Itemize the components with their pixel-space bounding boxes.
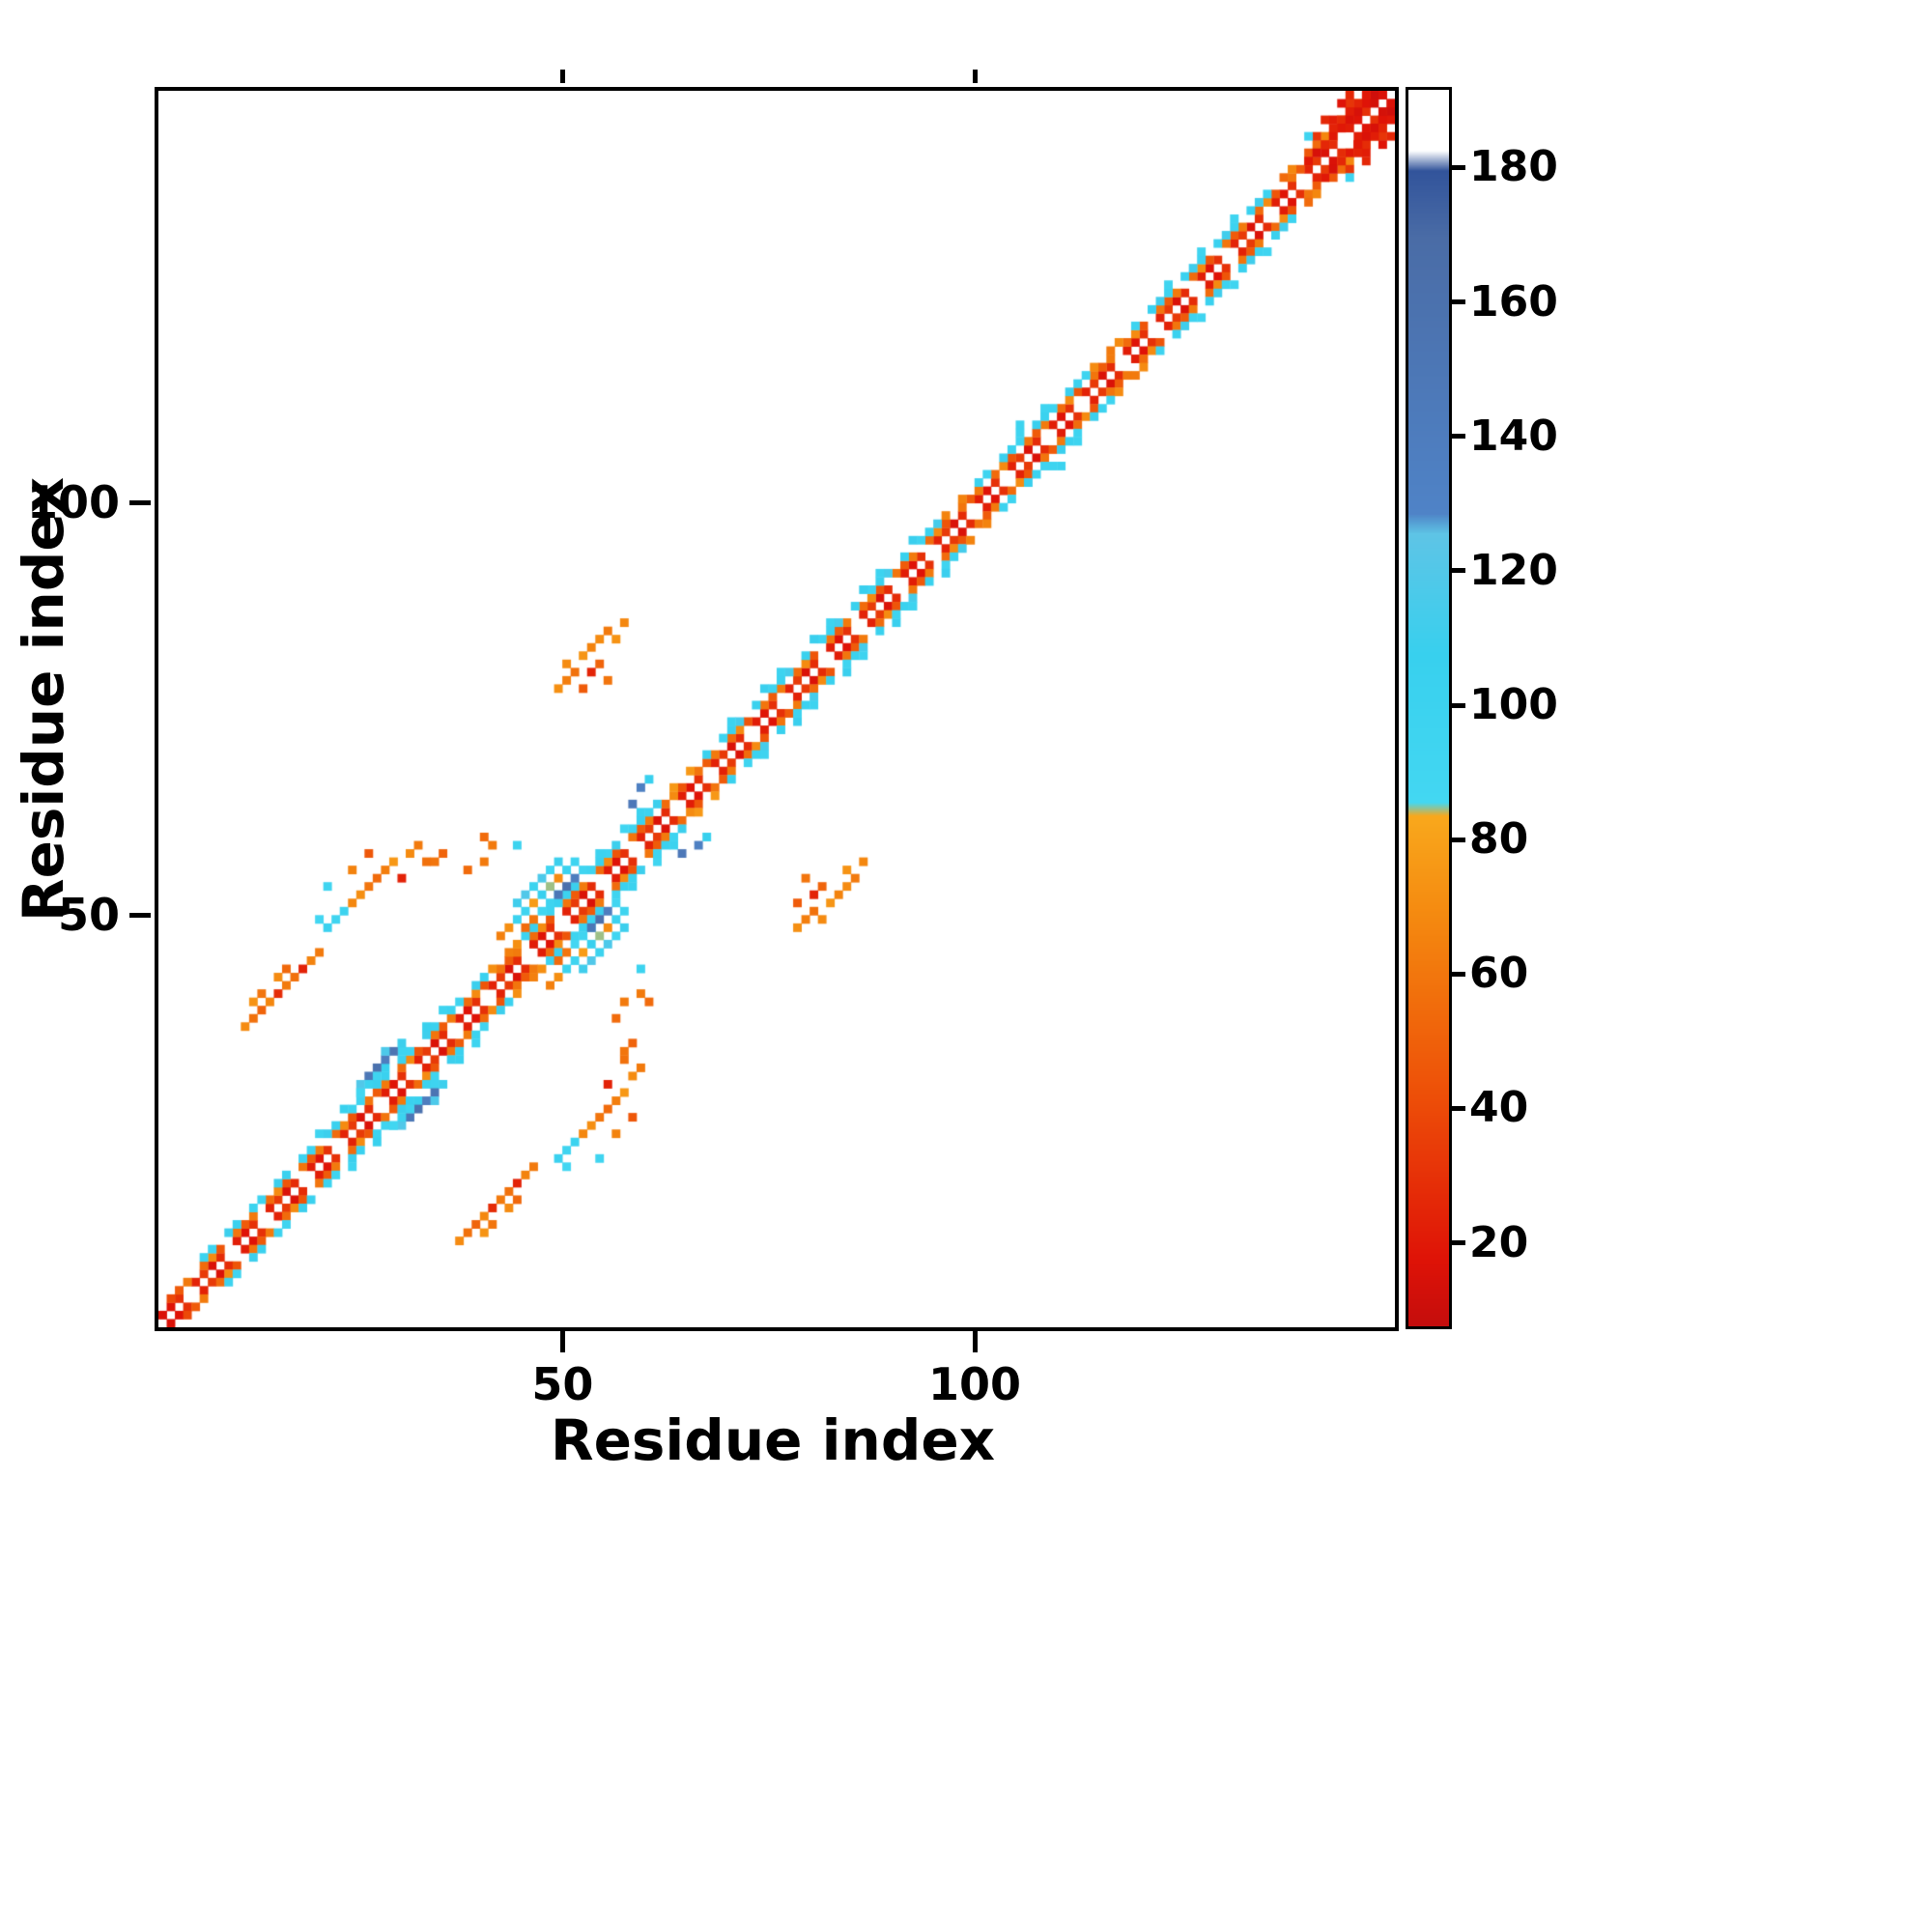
colorbar-tick (1452, 434, 1465, 440)
colorbar-tick-label: 80 (1469, 814, 1529, 865)
y-tick (129, 913, 151, 919)
colorbar-tick (1452, 1105, 1465, 1111)
x-tick-top (972, 70, 978, 83)
colorbar-tick (1452, 971, 1465, 977)
colorbar-tick-label: 100 (1469, 680, 1558, 729)
colorbar-tick (1452, 702, 1465, 708)
colorbar-tick (1452, 164, 1465, 170)
colorbar-tick-label: 140 (1469, 411, 1558, 461)
colorbar-tick (1452, 1240, 1465, 1246)
x-tick-top (559, 70, 565, 83)
colorbar-tick-label: 40 (1469, 1083, 1529, 1133)
colorbar-tick-label: 180 (1469, 142, 1558, 192)
y-tick (129, 500, 151, 506)
colorbar-tick (1452, 568, 1465, 574)
x-tick (972, 1331, 978, 1352)
colorbar-tick (1452, 837, 1465, 842)
heatmap-canvas (155, 87, 1399, 1331)
colorbar-tick (1452, 299, 1465, 305)
colorbar-tick-label: 20 (1469, 1217, 1529, 1267)
x-tick-label: 100 (928, 1358, 1022, 1410)
colorbar-tick-label: 120 (1469, 545, 1558, 595)
x-tick-label: 50 (531, 1358, 594, 1410)
x-tick (559, 1331, 565, 1352)
y-tick-label: 50 (57, 888, 120, 941)
colorbar-canvas (1406, 87, 1452, 1329)
y-tick-label: 100 (26, 475, 120, 528)
colorbar-tick-label: 60 (1469, 949, 1529, 999)
x-axis-title: Residue index (550, 1407, 996, 1473)
colorbar-tick-label: 160 (1469, 276, 1558, 327)
